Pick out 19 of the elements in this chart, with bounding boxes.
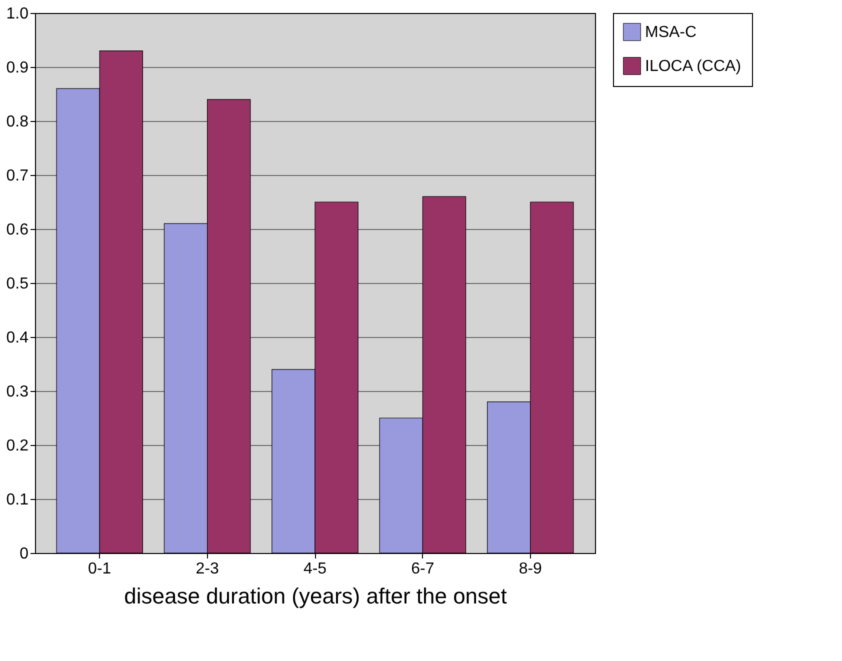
x-tick-label: 8-9 [518,560,542,578]
x-tick-label: 4-5 [303,560,327,578]
x-axis-title: disease duration (years) after the onset [124,584,507,608]
y-tick-label: 0.3 [6,384,29,400]
y-tick-label: 1.0 [6,6,29,22]
y-tick-label: 0.9 [6,60,29,76]
y-tick-label: 0.4 [6,330,29,346]
x-tick-label: 0-1 [88,560,112,578]
y-tick-label: 0 [20,546,29,562]
y-tick-label: 0.6 [6,222,29,238]
y-tick-label: 0.2 [6,438,29,454]
legend-label: MSA-C [645,24,697,41]
legend-label: ILOCA (CCA) [645,58,742,75]
y-tick-label: 0.5 [6,276,29,292]
x-tick-label: 6-7 [411,560,434,578]
y-tick-label: 0.7 [6,168,29,184]
y-tick-label: 0.1 [6,492,29,508]
x-tick-label: 2-3 [196,560,219,578]
y-tick-label: 0.8 [6,114,29,130]
